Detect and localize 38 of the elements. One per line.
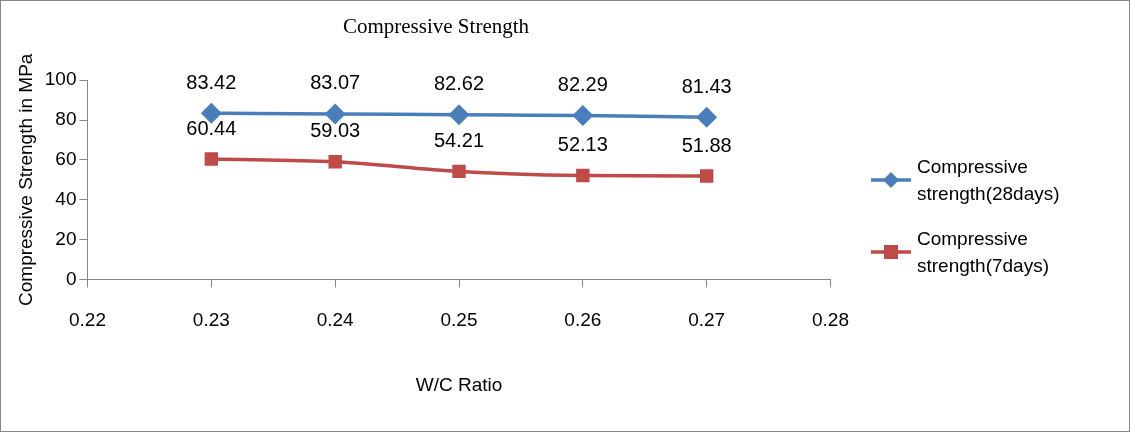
y-tick-label: 0: [65, 267, 77, 289]
x-tick-label: 0.23: [192, 309, 230, 331]
data-label: 51.88: [681, 133, 732, 156]
point: [201, 103, 222, 123]
x-tick-label: 0.25: [440, 309, 478, 331]
point: [576, 168, 590, 183]
y-tick-label: 60: [55, 148, 77, 170]
point: [699, 169, 714, 183]
data-label: 82.29: [557, 72, 608, 95]
point: [449, 105, 469, 125]
y-tick-label: 40: [55, 187, 77, 209]
chart-title: Compressive Strength: [342, 14, 530, 39]
legend-label: Compressive strength(28days): [917, 155, 1061, 206]
y-axis-title: Compressive Strength in MPa: [14, 53, 36, 306]
x-tick-label: 0.28: [812, 309, 849, 331]
x-tick-label: 0.22: [69, 309, 106, 331]
y-tick-label: 100: [44, 68, 77, 90]
x-tick-label: 0.27: [688, 309, 726, 331]
x-axis-title: W/C Ratio: [415, 373, 503, 395]
data-label: 83.42: [186, 70, 237, 93]
data-label: 60.44: [186, 116, 237, 139]
y-tick-label: 20: [55, 227, 77, 249]
legend-label: Compressive strength(7days): [917, 227, 1050, 278]
point: [573, 105, 593, 126]
data-label: 82.62: [433, 72, 485, 95]
data-label: 81.43: [681, 74, 732, 97]
data-label: 54.21: [433, 128, 485, 151]
data-label: 83.07: [310, 71, 361, 94]
point: [696, 107, 717, 127]
point: [328, 155, 342, 169]
point: [452, 164, 466, 179]
data-label: 52.13: [557, 133, 608, 156]
y-tick-label: 80: [55, 108, 77, 130]
point: [204, 152, 219, 166]
x-tick-label: 0.26: [564, 309, 602, 331]
point: [325, 104, 345, 124]
x-tick-label: 0.24: [316, 309, 355, 331]
data-label: 59.03: [310, 119, 361, 142]
